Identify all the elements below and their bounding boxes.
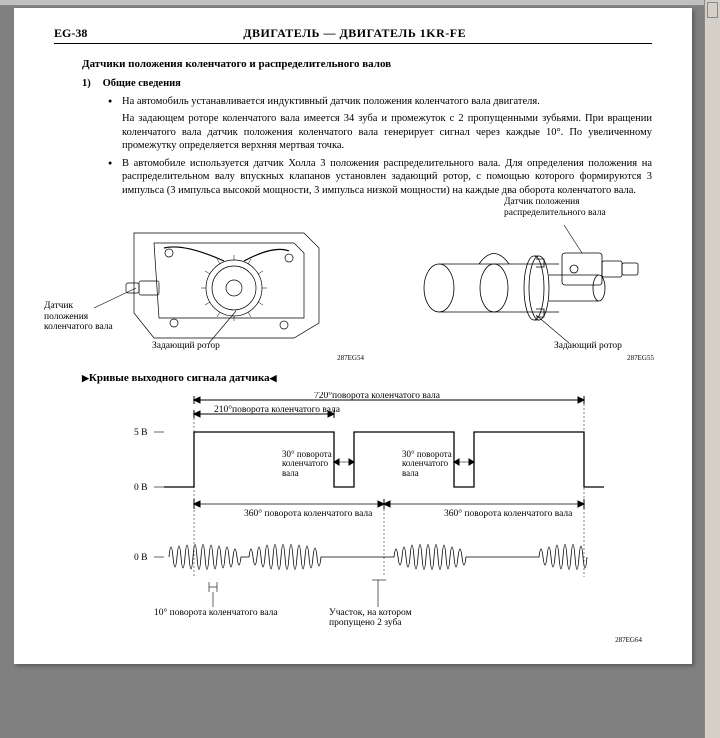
dim-360: 360° поворота коленчатого вала <box>244 508 373 519</box>
dim-210: 210°поворота коленчатого вала <box>214 404 341 415</box>
bullet-text: В автомобиле используется датчик Холла 3… <box>122 158 652 196</box>
triangle-icon: ◀ <box>270 373 277 383</box>
waveform-title: ▶Кривые выходного сигнала датчика◀ <box>82 372 652 384</box>
page-header: EG-38 ДВИГАТЕЛЬ — ДВИГАТЕЛЬ 1KR-FE <box>54 26 652 44</box>
header-title: ДВИГАТЕЛЬ — ДВИГАТЕЛЬ 1KR-FE <box>243 26 466 41</box>
document-page: EG-38 ДВИГАТЕЛЬ — ДВИГАТЕЛЬ 1KR-FE Датчи… <box>14 8 692 664</box>
fig-label-rotor: Задающий ротор <box>152 341 220 351</box>
list-item: В автомобиле используется датчик Холла 3… <box>108 157 652 197</box>
figure-code: 287EG64 <box>114 636 642 644</box>
scrollbar-top[interactable] <box>0 0 704 6</box>
bullet-list: На автомобиль устанавливается индуктивны… <box>108 95 652 197</box>
bullet-text: На автомобиль устанавливается индуктивны… <box>122 96 540 107</box>
label-gap: Участок, на котором пропущено 2 зуба <box>329 608 459 629</box>
dim-360: 360° поворота коленчатого вала <box>444 508 573 519</box>
fig-label-sensor: Датчик положения коленчатого вала <box>44 301 114 332</box>
figure-camshaft: Датчик положения распределительного вала <box>384 203 654 362</box>
fig-label-sensor: Датчик положения распределительного вала <box>504 197 644 218</box>
triangle-icon: ▶ <box>82 373 89 383</box>
figure-crankshaft: Датчик положения коленчатого вала Задающ… <box>64 203 364 362</box>
figure-row: Датчик положения коленчатого вала Задающ… <box>64 203 652 362</box>
pulse-30-label: 30° поворота коленчатого вала <box>402 450 462 478</box>
label-0v: 0 В <box>134 483 147 493</box>
pulse-30-label: 30° поворота коленчатого вала <box>282 450 342 478</box>
wave-title-text: Кривые выходного сигнала датчика <box>89 372 270 384</box>
label-10deg: 10° поворота коленчатого вала <box>154 608 304 618</box>
dim-720: 720°поворота коленчатого вала <box>314 392 441 401</box>
page-number: EG-38 <box>54 26 87 41</box>
list-item: На автомобиль устанавливается индуктивны… <box>108 95 652 153</box>
figure-code: 287EG55 <box>384 354 654 362</box>
camshaft-diagram <box>384 203 654 353</box>
bullet-para: На задающем роторе коленчатого вала имее… <box>122 112 652 152</box>
subsection-title: Общие сведения <box>103 78 181 89</box>
scrollbar-right[interactable] <box>704 0 720 738</box>
subsection-number: 1) <box>82 78 100 89</box>
figure-code: 287EG54 <box>64 354 364 362</box>
label-5v: 5 В <box>134 428 147 438</box>
subsection-heading: 1) Общие сведения <box>82 78 652 89</box>
label-0v: 0 В <box>134 553 147 563</box>
fig-label-rotor: Задающий ротор <box>554 341 622 351</box>
section-title: Датчики положения коленчатого и распреде… <box>82 58 652 70</box>
waveform-diagram: 720°поворота коленчатого вала 210°поворо… <box>114 392 652 644</box>
